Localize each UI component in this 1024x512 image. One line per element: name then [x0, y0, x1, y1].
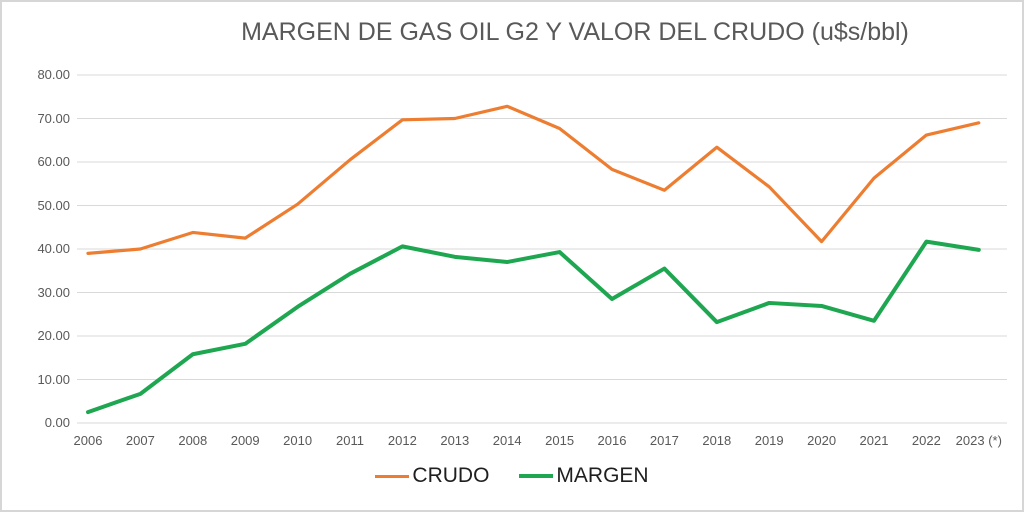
x-tick-label: 2011	[336, 433, 364, 448]
x-tick-label: 2014	[492, 433, 522, 448]
y-tick-label: 80.00	[37, 67, 70, 82]
x-tick-label: 2020	[807, 433, 837, 448]
legend-label-margen: MARGEN	[556, 464, 649, 487]
x-tick-label: 2018	[702, 433, 732, 448]
x-tick-label: 2008	[178, 433, 208, 448]
series-line-crudo	[86, 104, 981, 255]
series-line-margen	[86, 239, 981, 415]
legend-item-crudo: CRUDO	[375, 464, 489, 488]
legend-item-margen: MARGEN	[519, 464, 649, 488]
legend-label-crudo: CRUDO	[412, 464, 490, 487]
x-tick-label: 2010	[283, 433, 313, 448]
margen-line-swatch-icon	[519, 474, 554, 478]
chart-title: MARGEN DE GAS OIL G2 Y VALOR DEL CRUDO (…	[241, 18, 909, 46]
x-tick-label: 2023 (*)	[955, 433, 1002, 448]
x-tick-label: 2012	[387, 433, 417, 448]
y-tick-label: 50.00	[37, 197, 70, 213]
y-tick-label: 40.00	[37, 241, 70, 256]
x-tick-label: 2009	[230, 433, 260, 448]
y-tick-label: 0.00	[44, 415, 70, 430]
legend: CRUDO MARGEN	[2, 464, 1022, 488]
y-tick-label: 60.00	[37, 154, 70, 169]
x-tick-label: 2006	[73, 433, 103, 448]
y-tick-label: 20.00	[37, 328, 70, 343]
x-tick-label: 2021	[859, 433, 889, 448]
x-tick-label: 2022	[911, 433, 941, 448]
x-tick-label: 2017	[649, 433, 679, 448]
x-tick-label: 2016	[597, 433, 627, 448]
y-tick-label: 30.00	[37, 284, 70, 300]
x-tick-label: 2013	[440, 433, 470, 448]
x-tick-label: 2007	[125, 433, 155, 448]
crudo-line-swatch-icon	[375, 474, 410, 478]
x-tick-label: 2019	[754, 433, 784, 448]
y-tick-label: 70.00	[37, 110, 70, 126]
x-tick-label: 2015	[545, 433, 575, 448]
y-tick-label: 10.00	[37, 371, 70, 387]
